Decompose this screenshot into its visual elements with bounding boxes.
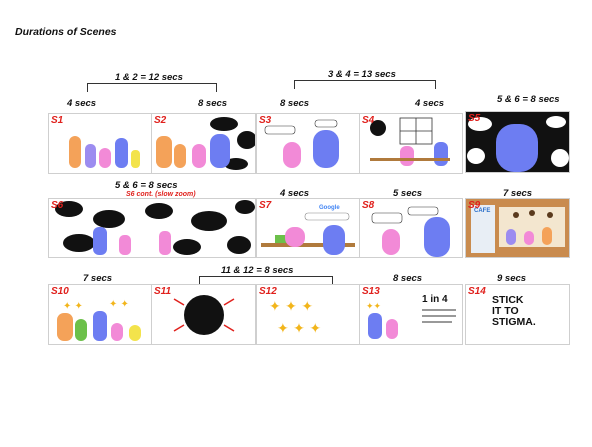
s11-illustration xyxy=(173,295,235,335)
scene-label-s11: S11 xyxy=(154,286,172,297)
s9-illustration xyxy=(466,199,569,257)
scene-label-s4: S4 xyxy=(362,115,375,126)
s2-illustration xyxy=(156,117,255,170)
scene-panel-s11: S11 xyxy=(151,284,256,345)
scene-panel-s6: S6 xyxy=(48,198,256,258)
s1-illustration xyxy=(69,136,140,168)
scene-label-s12: S12 xyxy=(259,286,277,297)
bracket-3-4 xyxy=(294,80,436,89)
scene-panel-s9: CAFE S9 xyxy=(465,198,570,258)
cafe-sign: CAFE xyxy=(474,208,491,214)
s13-stat: 1 in 4 xyxy=(422,294,448,305)
svg-text:✦ ✦: ✦ ✦ xyxy=(109,299,129,310)
scene-panel-s3: S3 xyxy=(256,113,360,174)
scene-panel-s13: ✦✦ 1 in 4 S13 xyxy=(359,284,463,345)
s14-slogan-line3: STIGMA. xyxy=(492,316,536,328)
scene-panel-s1: S1 xyxy=(48,113,152,174)
duration-s2: 8 secs xyxy=(198,98,228,109)
bracket-1-2 xyxy=(87,83,217,92)
s6-illustration xyxy=(55,200,255,255)
scene-panel-s12: ✦ ✦ ✦ ✦ ✦ ✦ S12 xyxy=(256,284,360,345)
scene-label-s10: S10 xyxy=(51,286,69,297)
duration-s10: 7 secs xyxy=(83,273,113,284)
group-label-5-6-row2: 5 & 6 = 8 secs xyxy=(115,180,178,191)
duration-s9: 7 secs xyxy=(503,188,533,199)
duration-s14: 9 secs xyxy=(497,273,527,284)
s8-illustration xyxy=(371,206,450,257)
scene-label-s9: S9 xyxy=(468,200,481,211)
duration-s3: 8 secs xyxy=(280,98,310,109)
group-label-1-2: 1 & 2 = 12 secs xyxy=(115,72,183,83)
scene-label-s5: S5 xyxy=(468,113,481,124)
s14-slogan-line2: IT TO xyxy=(492,305,519,317)
scene-panel-s2: S2 xyxy=(151,113,256,174)
google-logo: Google xyxy=(319,205,340,211)
group-label-5-6-row1: 5 & 6 = 8 secs xyxy=(497,94,560,105)
scene-panel-s4: S4 xyxy=(359,113,463,174)
s12-illustration: ✦ ✦ ✦ ✦ ✦ ✦ xyxy=(269,299,321,337)
s7-illustration xyxy=(261,212,355,255)
scene-panel-s7: Google S7 xyxy=(256,198,360,258)
scene-panel-s10: ✦ ✦ ✦ ✦ S10 xyxy=(48,284,152,345)
s14-slogan-line1: STICK xyxy=(492,294,524,306)
scene-panel-s5: S5 xyxy=(465,111,570,173)
scene-panel-s8: S8 xyxy=(359,198,463,258)
svg-text:✦ ✦ ✦: ✦ ✦ ✦ xyxy=(277,321,321,337)
duration-s1: 4 secs xyxy=(67,98,97,109)
s5-illustration xyxy=(466,112,569,172)
bracket-11-12 xyxy=(199,276,333,285)
svg-text:✦ ✦: ✦ ✦ xyxy=(63,301,83,312)
scene-label-s1: S1 xyxy=(51,115,64,126)
s3-illustration xyxy=(264,119,339,168)
group-label-3-4: 3 & 4 = 13 secs xyxy=(328,69,396,80)
duration-s8: 5 secs xyxy=(393,188,423,199)
duration-s7: 4 secs xyxy=(280,188,310,199)
duration-s13: 8 secs xyxy=(393,273,423,284)
s4-illustration xyxy=(370,117,450,166)
scene-label-s8: S8 xyxy=(362,200,375,211)
scene-label-s6: S6 xyxy=(51,200,64,211)
scene-label-s3: S3 xyxy=(259,115,272,126)
s10-illustration: ✦ ✦ ✦ ✦ xyxy=(57,299,141,341)
scene-panel-s14: STICK IT TO STIGMA. S14 xyxy=(465,284,570,345)
scene-label-s13: S13 xyxy=(362,286,380,297)
duration-s4: 4 secs xyxy=(415,98,445,109)
svg-text:✦ ✦ ✦: ✦ ✦ ✦ xyxy=(269,299,313,315)
group-label-11-12: 11 & 12 = 8 secs xyxy=(221,265,294,276)
s13-illustration: ✦✦ xyxy=(366,302,456,339)
scene-label-s7: S7 xyxy=(259,200,272,211)
note-s6-slow-zoom: S6 cont. (slow zoom) xyxy=(126,191,196,198)
svg-text:✦✦: ✦✦ xyxy=(366,302,382,312)
scene-label-s2: S2 xyxy=(154,115,167,126)
page-title: Durations of Scenes xyxy=(15,26,117,38)
s14-slogan: STICK IT TO STIGMA. xyxy=(492,295,536,328)
scene-label-s14: S14 xyxy=(468,286,486,297)
